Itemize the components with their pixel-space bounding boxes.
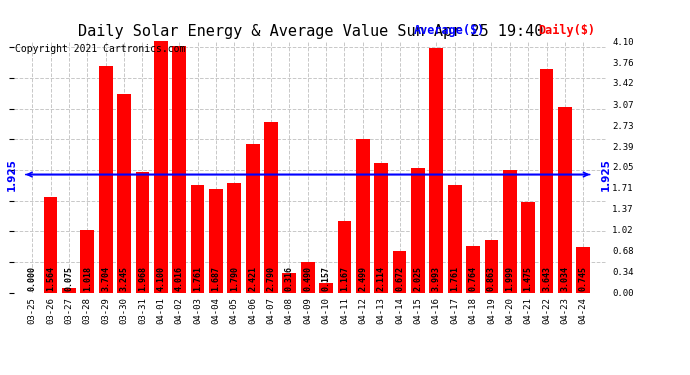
Text: Average($): Average($) [414,24,485,38]
Bar [246,144,259,292]
Text: 2.025: 2.025 [413,266,422,291]
Text: 1.761: 1.761 [193,266,202,291]
Bar [135,172,149,292]
Text: 1.999: 1.999 [505,266,514,291]
Text: 2.421: 2.421 [248,266,257,291]
Text: 1.761: 1.761 [450,266,460,291]
Bar [209,189,223,292]
Bar [466,246,480,292]
Bar [337,221,351,292]
Bar [448,184,462,292]
Text: 3.034: 3.034 [560,266,569,291]
Text: 0.863: 0.863 [487,266,496,291]
Bar [375,163,388,292]
Text: 0.000: 0.000 [28,266,37,291]
Text: 1.687: 1.687 [211,266,220,291]
Text: Daily($): Daily($) [538,24,595,38]
Text: 0.745: 0.745 [579,266,588,291]
Text: 0.672: 0.672 [395,266,404,291]
Bar [484,240,498,292]
Text: 0.316: 0.316 [285,266,294,291]
Bar [81,230,94,292]
Bar [356,140,370,292]
Text: 1.925: 1.925 [7,158,17,191]
Text: 3.993: 3.993 [432,266,441,291]
Text: 3.643: 3.643 [542,266,551,291]
Bar [503,170,517,292]
Text: 0.157: 0.157 [322,266,331,291]
Bar [43,196,57,292]
Bar [190,184,204,292]
Title: Daily Solar Energy & Average Value Sun Apr 25 19:40: Daily Solar Energy & Average Value Sun A… [78,24,543,39]
Text: 0.075: 0.075 [64,266,73,291]
Text: Copyright 2021 Cartronics.com: Copyright 2021 Cartronics.com [14,44,185,54]
Text: 1.790: 1.790 [230,266,239,291]
Text: 0.490: 0.490 [303,266,313,291]
Text: 0.764: 0.764 [469,266,477,291]
Bar [154,41,168,292]
Bar [429,48,443,292]
Bar [522,202,535,292]
Bar [117,94,131,292]
Text: 1.018: 1.018 [83,266,92,291]
Bar [558,106,572,292]
Bar [99,66,112,292]
Bar [319,283,333,292]
Text: 1.925: 1.925 [601,158,611,191]
Text: 3.245: 3.245 [119,266,128,291]
Text: 2.790: 2.790 [266,266,275,291]
Bar [540,69,553,292]
Bar [282,273,296,292]
Text: 3.704: 3.704 [101,266,110,291]
Text: 1.167: 1.167 [340,266,349,291]
Bar [411,168,425,292]
Bar [172,46,186,292]
Text: 2.499: 2.499 [358,266,367,291]
Bar [576,247,590,292]
Bar [264,122,278,292]
Text: 1.475: 1.475 [524,266,533,291]
Text: 4.100: 4.100 [156,266,166,291]
Text: 1.564: 1.564 [46,266,55,291]
Text: 4.016: 4.016 [175,266,184,291]
Bar [393,251,406,292]
Bar [228,183,241,292]
Text: 1.968: 1.968 [138,266,147,291]
Bar [301,262,315,292]
Bar [62,288,76,292]
Text: 2.114: 2.114 [377,266,386,291]
